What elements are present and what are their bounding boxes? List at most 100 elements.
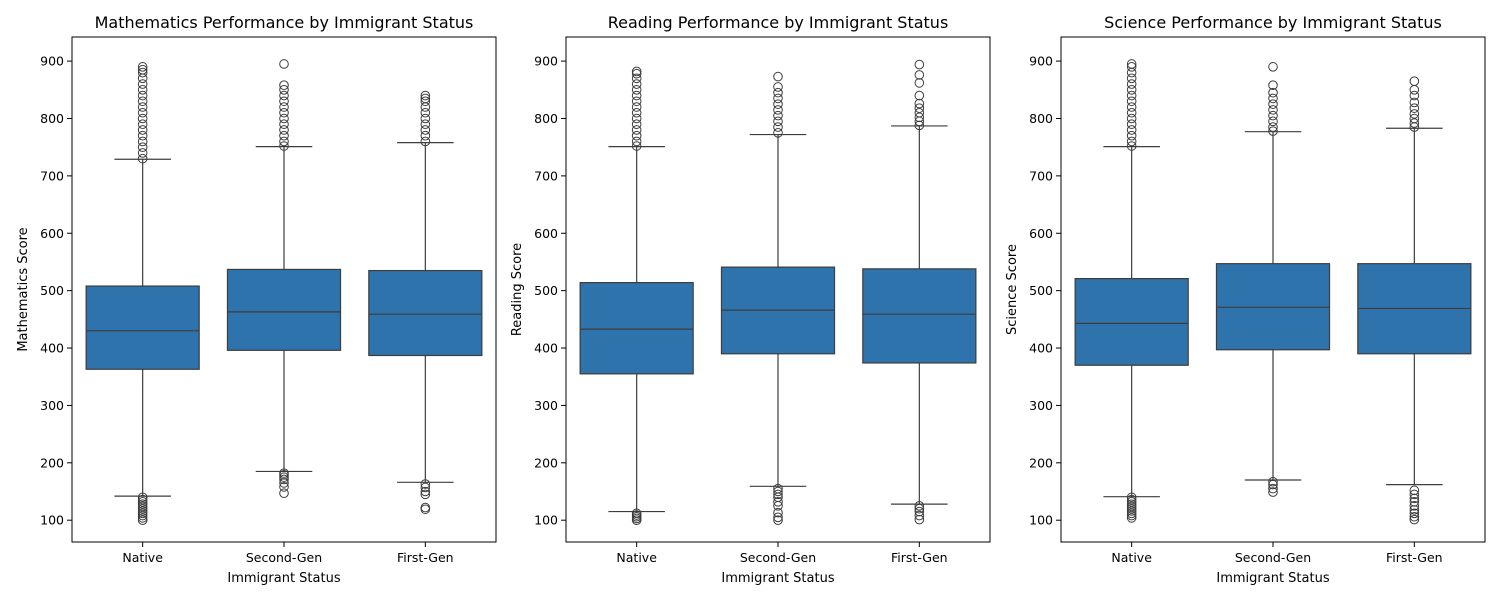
y-tick-label: 900 [40,54,64,69]
outlier-point [914,98,925,109]
outlier-point [773,512,783,523]
box-first-gen [862,59,977,525]
outlier-point [631,130,642,141]
outlier-point [279,59,289,69]
outlier-point [137,515,148,525]
box-native [1074,59,1189,523]
plot-frame [565,36,991,543]
x-tick-label: Second-Gen [740,550,816,565]
outlier-point [914,112,925,123]
outlier-point [420,489,431,500]
outlier-point [279,102,289,112]
y-tick-label: 800 [1029,111,1053,126]
outlier-point [914,78,925,88]
outlier-point [773,71,783,82]
outlier-point [137,125,148,135]
outlier-point [420,113,431,124]
outlier-point [1126,508,1137,519]
outlier-point [137,513,148,523]
outlier-point [137,494,148,505]
outlier-point [137,102,148,112]
outlier-point [773,82,783,92]
outlier-point [773,122,783,132]
x-tick-label: First-Gen [891,550,948,565]
outlier-point [773,507,783,518]
outlier-point [914,120,925,131]
box-first-gen [1357,76,1472,525]
outlier-point [631,66,642,77]
outlier-point [137,501,148,512]
outlier-point [1126,506,1137,516]
outlier-point [631,508,642,519]
outlier-point [137,497,148,507]
outlier-point [137,510,148,521]
outlier-point [631,113,642,124]
outlier-point [420,93,431,104]
outlier-point [279,141,289,151]
y-tick-label: 800 [534,111,558,126]
outlier-point [420,486,431,497]
y-tick-label: 900 [1029,54,1053,69]
box-iqr [85,285,200,370]
x-axis-label: Immigrant Status [227,571,340,586]
outlier-point [631,90,642,101]
box-iqr [368,269,483,357]
outlier-point [773,515,783,525]
outlier-point [1126,492,1137,503]
outlier-point [137,153,148,164]
box-iqr [1074,277,1189,366]
outlier-point [279,468,289,478]
outlier-point [137,492,148,503]
outlier-point [773,116,783,127]
outlier-point [773,110,783,121]
outlier-point [1126,62,1137,72]
chart-panel-1: Mathematics Performance by Immigrant Sta… [16,13,497,586]
outlier-point [631,107,642,118]
outlier-point [631,141,642,151]
plot-frame [71,36,497,543]
y-tick-label: 600 [40,226,64,241]
y-tick-label: 200 [534,455,558,470]
outlier-point [279,96,289,107]
box-iqr [862,268,977,364]
outlier-point [1268,476,1278,487]
outlier-point [1126,119,1137,130]
outlier-point [773,489,783,500]
outlier-point [1126,513,1137,523]
x-tick-label: Second-Gen [246,550,322,565]
outlier-point [137,136,148,147]
x-tick-label: First-Gen [1386,550,1443,565]
y-tick-label: 400 [40,341,64,356]
x-axis-label: Immigrant Status [721,571,834,586]
chart-title: Science Performance by Immigrant Status [1104,13,1442,32]
outlier-point [137,62,148,72]
box-iqr [579,282,694,375]
y-tick-label: 500 [534,283,558,298]
box-native [579,66,694,525]
outlier-point [420,479,431,489]
outlier-point [1409,109,1420,119]
outlier-point [1126,113,1137,124]
outlier-point [420,125,431,135]
outlier-point [914,514,925,525]
outlier-point [1126,107,1137,118]
outlier-point [1409,113,1420,124]
outlier-point [137,142,148,152]
box-second-gen [226,59,342,499]
y-tick-label: 600 [1029,226,1053,241]
y-tick-label: 700 [534,168,558,183]
outlier-point [1126,96,1137,107]
outlier-point [1268,126,1278,136]
outlier-point [279,80,289,91]
outlier-point [1126,84,1137,95]
outlier-point [1126,503,1137,514]
outlier-point [420,90,431,101]
y-tick-label: 100 [534,513,558,528]
y-tick-label: 600 [534,226,558,241]
outlier-point [773,99,783,109]
outlier-point [773,483,783,494]
y-tick-label: 100 [1029,513,1053,528]
outlier-point [914,510,925,521]
outlier-point [1126,90,1137,101]
outlier-point [279,107,289,118]
